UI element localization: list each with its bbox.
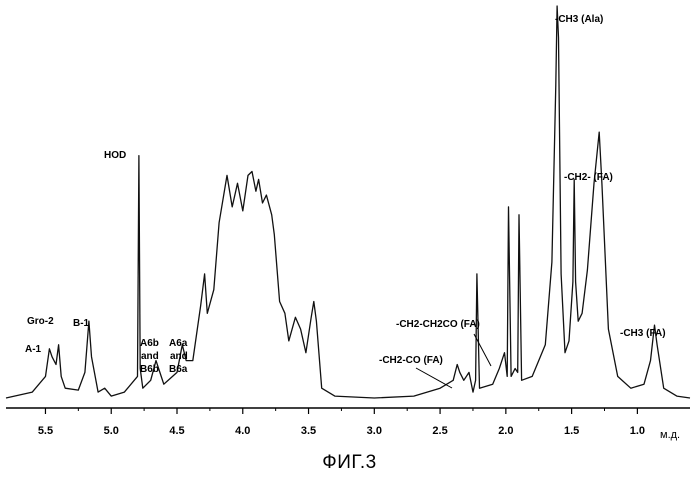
label-a1: A-1	[25, 344, 42, 355]
x-tick-label: 1.5	[564, 425, 579, 437]
label-ch3-fa: -CH3 (FA)	[620, 328, 666, 339]
figure-caption: ФИГ.3	[0, 452, 699, 474]
label-ch2-ch2co-fa: -CH2-CH2CO (FA)	[396, 319, 480, 330]
label-gro2: Gro-2	[27, 316, 54, 327]
label-b1: B-1	[73, 318, 90, 329]
x-tick-label: 4.0	[235, 425, 250, 437]
label-b6b: B6b	[140, 364, 159, 375]
label-ch2-fa: -CH2- (FA)	[564, 172, 613, 183]
label-ch3-ala: -CH3 (Ala)	[555, 14, 603, 25]
x-tick-label: 5.0	[104, 425, 119, 437]
label-b6a: B6a	[169, 364, 188, 375]
x-tick-label: 2.0	[498, 425, 513, 437]
x-tick-label: 3.5	[301, 425, 316, 437]
label-a6a-and: and	[170, 351, 188, 362]
x-axis-unit-label: м.д.	[660, 429, 680, 441]
x-tick-label: 5.5	[38, 425, 53, 437]
label-ch2-co-fa: -CH2-CO (FA)	[379, 355, 443, 366]
x-tick-label: 1.0	[630, 425, 645, 437]
label-a6a: A6a	[169, 338, 188, 349]
label-hod: HOD	[104, 150, 126, 161]
x-tick-label: 3.0	[367, 425, 382, 437]
spectrum-line	[6, 6, 690, 398]
x-tick-label: 4.5	[169, 425, 184, 437]
leader-line-ch2-co	[416, 368, 452, 388]
series-layer	[6, 6, 690, 398]
x-tick-label: 2.5	[432, 425, 447, 437]
label-a6b: A6b	[140, 338, 159, 349]
x-axis-ticks: 5.5 5.0 4.5 4.0 3.5 3.0 2.5 2.0 1.5 1.0	[38, 408, 645, 437]
annotation-layer: A-1 Gro-2 B-1 HOD A6b and B6b A6a and B6…	[25, 14, 680, 441]
label-a6b-and: and	[141, 351, 159, 362]
